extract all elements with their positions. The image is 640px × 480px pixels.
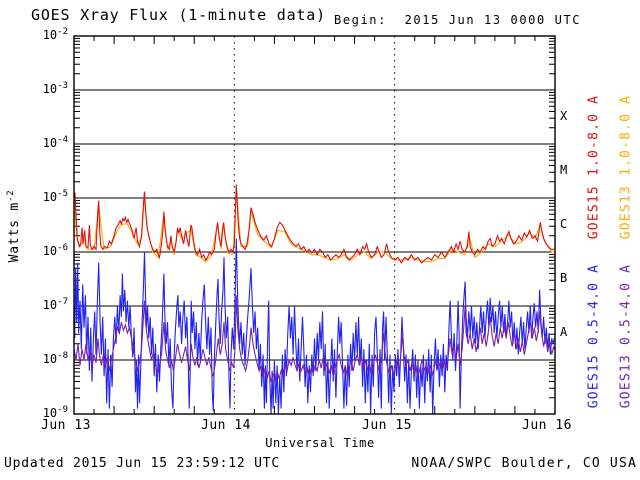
x-tick-jun15: Jun 15 xyxy=(362,418,412,433)
legend-goes15-short: GOES15 0.5-4.0 A xyxy=(586,263,602,409)
y-axis-title-text: Watts m xyxy=(7,202,23,263)
plot-border xyxy=(73,35,556,415)
source-attribution: NOAA/SWPC Boulder, CO USA xyxy=(411,456,637,471)
series-goes13-0-5-4-0-a xyxy=(73,295,555,382)
y-tick-label-1e-3: 10-3 xyxy=(42,81,68,96)
chart-title: GOES Xray Flux (1-minute data) xyxy=(31,6,326,24)
y-tick-label-1e-4: 10-4 xyxy=(42,135,68,150)
begin-timestamp: Begin: 2015 Jun 13 0000 UTC xyxy=(334,13,582,27)
y-axis-title: Watts m-2 xyxy=(6,190,22,263)
class-letter-a: A xyxy=(560,325,568,339)
y-tick-label-1e-5: 10-5 xyxy=(42,189,68,204)
class-letter-b: B xyxy=(560,271,568,285)
legend-goes15-long: GOES15 1.0-8.0 A xyxy=(586,94,602,240)
y-tick-label-1e-8: 10-8 xyxy=(42,351,68,366)
class-letter-c: C xyxy=(560,217,568,231)
y-axis-title-exponent: -2 xyxy=(5,189,16,203)
series-goes13-1-0-8-0-a xyxy=(73,188,555,263)
y-tick-label-1e-7: 10-7 xyxy=(42,297,68,312)
x-axis-title: Universal Time xyxy=(265,436,375,450)
series-goes15-0-5-4-0-a xyxy=(73,238,555,415)
class-letter-x: X xyxy=(560,109,568,123)
updated-timestamp: Updated 2015 Jun 15 23:59:12 UTC xyxy=(4,456,281,471)
series-goes15-1-0-8-0-a xyxy=(73,184,555,264)
y-tick-label-1e-6: 10-6 xyxy=(42,243,68,258)
y-tick-label-1e-9: 10-9 xyxy=(42,405,68,420)
x-tick-jun13: Jun 13 xyxy=(41,418,91,433)
legend-goes13-short: GOES13 0.5-4.0 A xyxy=(618,263,634,409)
x-tick-jun14: Jun 14 xyxy=(201,418,251,433)
y-tick-label-1e-2: 10-2 xyxy=(42,27,68,42)
legend-goes13-long: GOES13 1.0-8.0 A xyxy=(618,94,634,240)
class-letter-m: M xyxy=(560,163,568,177)
x-tick-jun16: Jun 16 xyxy=(522,418,572,433)
